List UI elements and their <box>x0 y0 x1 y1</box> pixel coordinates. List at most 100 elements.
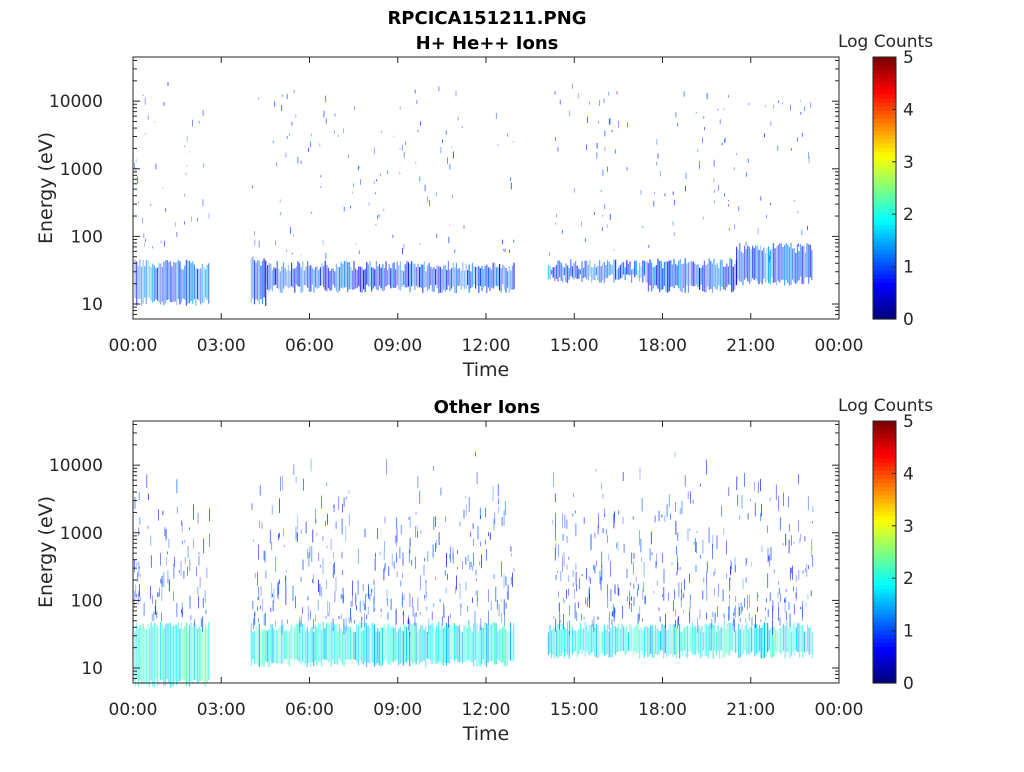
spectrogram-band-1-streak <box>341 631 344 665</box>
spectrogram-count <box>143 602 145 616</box>
spectrogram-count <box>150 535 152 546</box>
spectrogram-band-2-streak <box>446 269 448 290</box>
spectrogram-band-0-streak <box>134 631 136 686</box>
spectrogram-band-2-streak <box>371 267 373 292</box>
spectrogram-band-0-streak <box>176 262 178 306</box>
spectrogram-band-1-streak <box>386 625 388 664</box>
spectrogram-count <box>160 578 161 584</box>
spectrogram-count <box>258 618 259 622</box>
spectrogram-count <box>257 597 259 600</box>
spectrogram-count <box>576 611 577 621</box>
spectrogram-count <box>135 167 137 173</box>
spectrogram-count <box>380 173 381 176</box>
spectrogram-count <box>411 559 413 566</box>
spectrogram-band-2-streak <box>395 269 397 288</box>
spectrogram-band-2-streak <box>603 624 605 656</box>
colorbar-segment <box>873 494 896 500</box>
spectrogram-band-3-streak <box>621 262 623 278</box>
spectrogram-band-0-streak <box>163 628 165 686</box>
spectrogram-count <box>801 229 803 235</box>
spectrogram-band-3-streak <box>635 260 637 275</box>
spectrogram-band-2-streak <box>607 624 609 654</box>
spectrogram-count <box>559 620 561 623</box>
spectrogram-count <box>462 561 463 570</box>
spectrogram-band-1-streak <box>258 623 260 667</box>
spectrogram-count <box>445 516 446 522</box>
spectrogram-band-2-streak <box>364 268 366 292</box>
spectrogram-band-2-streak <box>602 631 604 654</box>
spectrogram-band-3-streak <box>640 266 642 278</box>
spectrogram-band-5-streak <box>737 249 739 280</box>
spectrogram-count <box>573 493 574 497</box>
spectrogram-band-0-streak <box>192 626 194 685</box>
spectrogram-band-4-streak <box>647 263 649 292</box>
spectrogram-count <box>423 564 425 576</box>
spectrogram-count <box>637 613 639 624</box>
colorbar-segment <box>873 474 896 479</box>
colorbar-segment <box>873 543 896 549</box>
colorbar-segment <box>873 605 896 610</box>
spectrogram-count <box>420 121 421 126</box>
spectrogram-band-0-streak <box>134 259 136 299</box>
spectrogram-count <box>812 506 814 512</box>
y-tick-label: 10 <box>81 295 103 315</box>
spectrogram-band-1-streak <box>444 625 446 663</box>
spectrogram-count <box>790 567 791 580</box>
spectrogram-band-2-streak <box>308 265 310 292</box>
spectrogram-count <box>251 185 253 189</box>
spectrogram-count <box>251 503 253 510</box>
spectrogram-count <box>193 538 194 549</box>
spectrogram-count <box>155 163 157 170</box>
spectrogram-count <box>642 225 644 228</box>
spectrogram-count <box>597 525 599 535</box>
spectrogram-count <box>161 588 163 602</box>
spectrogram-count <box>475 569 477 576</box>
spectrogram-band-0-streak <box>142 259 144 304</box>
spectrogram-count <box>682 594 684 599</box>
spectrogram-count <box>459 521 461 527</box>
spectrogram-count <box>728 606 729 622</box>
spectrogram-count <box>280 211 282 216</box>
spectrogram-count <box>254 610 256 625</box>
spectrogram-band-2-streak <box>284 268 286 286</box>
spectrogram-band-0-streak <box>145 260 147 304</box>
spectrogram-band-2-streak <box>465 263 467 289</box>
spectrogram-band-1-streak <box>426 631 428 659</box>
spectrogram-count <box>348 514 350 526</box>
spectrogram-count <box>463 509 465 519</box>
spectrogram-count <box>560 571 562 582</box>
spectrogram-band-4-streak <box>670 260 672 287</box>
spectrogram-count <box>674 199 675 206</box>
spectrogram-count <box>742 578 744 590</box>
spectrogram-count <box>327 513 328 525</box>
spectrogram-count <box>493 574 495 579</box>
spectrogram-count <box>777 592 779 599</box>
spectrogram-band-2-streak <box>359 266 361 293</box>
spectrogram-count <box>665 613 666 628</box>
spectrogram-band-1-streak <box>402 631 404 666</box>
spectrogram-count <box>447 573 448 581</box>
spectrogram-count <box>558 545 559 558</box>
spectrogram-band-1-streak <box>469 626 472 662</box>
colorbar-segment <box>873 282 896 287</box>
spectrogram-count <box>378 214 380 218</box>
spectrogram-band-2-streak <box>508 266 510 293</box>
spectrogram-band-1-streak <box>506 631 508 666</box>
spectrogram-count <box>147 525 149 529</box>
spectrogram-count <box>258 240 260 248</box>
spectrogram-count <box>613 249 615 251</box>
spectrogram-band-1-streak <box>268 629 270 668</box>
spectrogram-band-1-streak <box>489 623 491 661</box>
spectrogram-count <box>627 596 628 602</box>
spectrogram-band-2-streak <box>741 624 743 655</box>
spectrogram-count <box>257 572 258 586</box>
spectrogram-count <box>257 606 258 611</box>
spectrogram-count <box>658 607 660 611</box>
spectrogram-count <box>341 551 343 559</box>
spectrogram-count <box>164 240 165 247</box>
spectrogram-count <box>262 598 264 612</box>
spectrogram-band-1-streak <box>263 629 265 667</box>
spectrogram-count <box>808 156 810 164</box>
spectrogram-count <box>433 603 435 607</box>
spectrogram-count <box>295 526 297 541</box>
